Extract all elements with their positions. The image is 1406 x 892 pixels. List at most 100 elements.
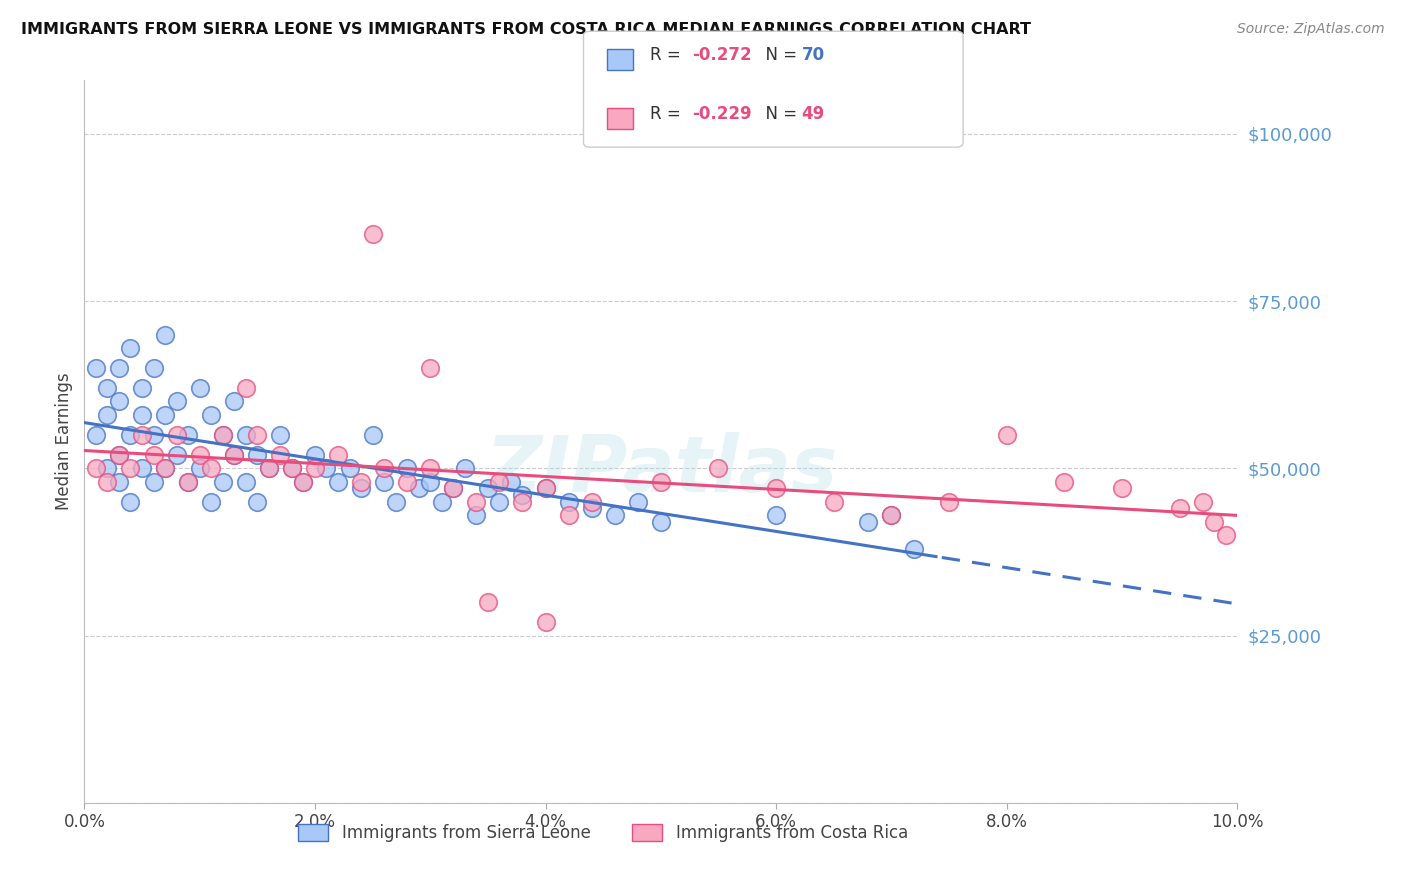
Point bbox=[211, 427, 233, 442]
Point bbox=[384, 494, 406, 508]
Point bbox=[326, 448, 349, 462]
Point bbox=[627, 494, 650, 508]
Point bbox=[350, 475, 373, 489]
Point bbox=[84, 461, 107, 475]
Point bbox=[281, 461, 304, 475]
Point bbox=[142, 427, 165, 442]
Point bbox=[177, 475, 200, 489]
Point bbox=[441, 482, 464, 496]
Point bbox=[188, 381, 211, 395]
Text: 70: 70 bbox=[801, 45, 824, 63]
Point bbox=[512, 488, 534, 502]
Point bbox=[200, 408, 222, 422]
Point bbox=[326, 475, 349, 489]
Point bbox=[257, 461, 280, 475]
Legend: Immigrants from Sierra Leone, Immigrants from Costa Rica: Immigrants from Sierra Leone, Immigrants… bbox=[292, 817, 914, 848]
Point bbox=[292, 475, 315, 489]
Point bbox=[534, 482, 557, 496]
Point bbox=[938, 494, 960, 508]
Point bbox=[1053, 475, 1076, 489]
Point bbox=[650, 475, 672, 489]
Point bbox=[96, 381, 118, 395]
Point bbox=[477, 482, 499, 496]
Point bbox=[131, 427, 153, 442]
Point bbox=[315, 461, 337, 475]
Point bbox=[534, 615, 557, 630]
Y-axis label: Median Earnings: Median Earnings bbox=[55, 373, 73, 510]
Point bbox=[166, 448, 188, 462]
Point bbox=[224, 394, 246, 409]
Point bbox=[361, 427, 384, 442]
Point bbox=[269, 427, 291, 442]
Point bbox=[581, 501, 603, 516]
Point bbox=[108, 394, 131, 409]
Point bbox=[235, 427, 257, 442]
Point bbox=[188, 448, 211, 462]
Point bbox=[512, 494, 534, 508]
Point bbox=[246, 427, 269, 442]
Point bbox=[108, 475, 131, 489]
Point bbox=[1168, 501, 1191, 516]
Point bbox=[200, 461, 222, 475]
Point bbox=[166, 394, 188, 409]
Point bbox=[707, 461, 730, 475]
Point bbox=[650, 515, 672, 529]
Point bbox=[292, 475, 315, 489]
Point bbox=[188, 461, 211, 475]
Point bbox=[361, 227, 384, 241]
Text: IMMIGRANTS FROM SIERRA LEONE VS IMMIGRANTS FROM COSTA RICA MEDIAN EARNINGS CORRE: IMMIGRANTS FROM SIERRA LEONE VS IMMIGRAN… bbox=[21, 22, 1031, 37]
Point bbox=[441, 482, 464, 496]
Point bbox=[120, 494, 142, 508]
Point bbox=[131, 381, 153, 395]
Point bbox=[823, 494, 845, 508]
Point bbox=[603, 508, 626, 523]
Point bbox=[454, 461, 477, 475]
Point bbox=[465, 494, 488, 508]
Point bbox=[142, 475, 165, 489]
Point bbox=[304, 448, 326, 462]
Point bbox=[177, 427, 200, 442]
Text: R =: R = bbox=[650, 45, 686, 63]
Point bbox=[84, 427, 107, 442]
Point bbox=[120, 341, 142, 355]
Point bbox=[1215, 528, 1237, 542]
Point bbox=[488, 475, 510, 489]
Point bbox=[235, 381, 257, 395]
Point bbox=[84, 361, 107, 376]
Point bbox=[142, 361, 165, 376]
Point bbox=[430, 494, 453, 508]
Text: ZIPatlas: ZIPatlas bbox=[485, 433, 837, 508]
Point bbox=[534, 482, 557, 496]
Point bbox=[120, 461, 142, 475]
Point bbox=[419, 461, 441, 475]
Point bbox=[108, 361, 131, 376]
Point bbox=[880, 508, 903, 523]
Point bbox=[1111, 482, 1133, 496]
Point bbox=[396, 475, 419, 489]
Point bbox=[96, 461, 118, 475]
Point bbox=[903, 541, 925, 556]
Point bbox=[211, 475, 233, 489]
Text: -0.229: -0.229 bbox=[692, 105, 751, 123]
Point bbox=[477, 595, 499, 609]
Point bbox=[281, 461, 304, 475]
Point bbox=[96, 408, 118, 422]
Point bbox=[557, 508, 579, 523]
Point bbox=[581, 494, 603, 508]
Point bbox=[557, 494, 579, 508]
Point bbox=[166, 427, 188, 442]
Point bbox=[880, 508, 903, 523]
Point bbox=[1204, 515, 1226, 529]
Point bbox=[211, 427, 233, 442]
Point bbox=[131, 408, 153, 422]
Text: Source: ZipAtlas.com: Source: ZipAtlas.com bbox=[1237, 22, 1385, 37]
Point bbox=[765, 508, 787, 523]
Point bbox=[142, 448, 165, 462]
Point bbox=[200, 494, 222, 508]
Point bbox=[488, 494, 510, 508]
Text: R =: R = bbox=[650, 105, 686, 123]
Point bbox=[177, 475, 200, 489]
Text: N =: N = bbox=[755, 45, 803, 63]
Point bbox=[108, 448, 131, 462]
Point bbox=[396, 461, 419, 475]
